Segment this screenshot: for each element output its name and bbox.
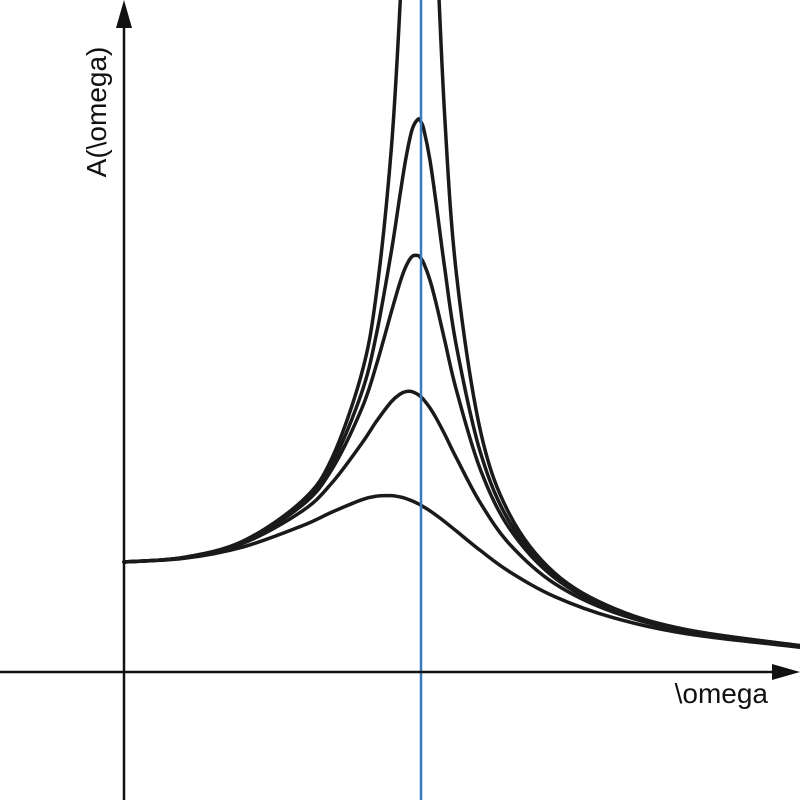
response-curve [122,493,800,649]
response-curve [122,117,800,648]
y-axis-arrow [116,0,133,28]
y-axis-label: A(\omega) [81,47,112,178]
x-axis-label: \omega [675,678,769,709]
response-curve [122,389,800,648]
x-axis-arrow [772,663,800,680]
response-curve [122,0,800,648]
curves [122,0,800,800]
